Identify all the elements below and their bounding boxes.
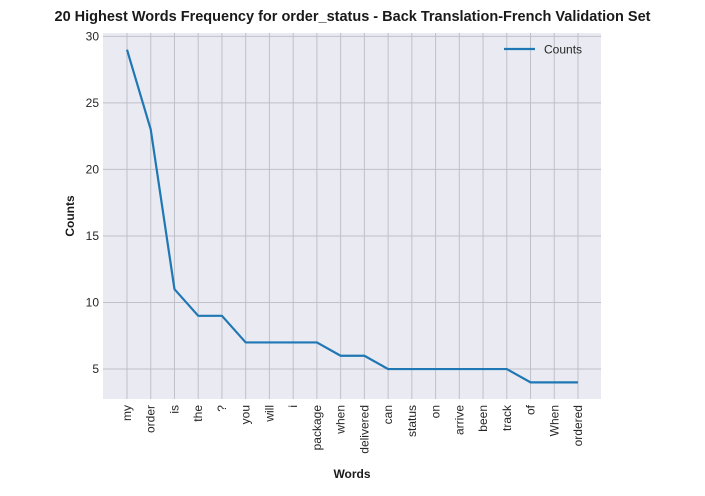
y-tick-label: 20 [86,162,100,176]
x-tick-label: delivered [357,405,371,454]
x-tick-label: package [310,405,324,451]
x-tick-label: When [547,405,561,436]
x-tick-label: i [286,405,300,408]
x-tick-label: is [167,405,181,414]
x-tick-label: been [476,405,490,432]
x-tick-label: ? [215,405,229,412]
y-axis-ticks: 5 10 15 20 25 30 [86,29,100,376]
chart-title: 20 Highest Words Frequency for order_sta… [55,9,651,25]
y-tick-label: 30 [86,29,100,43]
x-tick-label: on [429,405,443,418]
x-axis-label: Words [333,467,370,481]
x-tick-label: ordered [571,405,585,446]
x-tick-label: the [191,405,205,422]
x-tick-label: can [381,405,395,424]
x-tick-label: track [500,404,514,431]
x-tick-label: will [262,405,276,423]
y-tick-label: 25 [86,96,100,110]
x-tick-label: order [144,405,158,433]
y-tick-label: 15 [86,229,100,243]
x-tick-label: my [120,405,134,421]
x-tick-label: you [239,405,253,424]
plot-area [103,33,601,399]
x-tick-label: arrive [452,405,466,435]
x-tick-label: when [334,405,348,435]
y-axis-label: Counts [63,195,77,237]
legend-label: Counts [544,43,582,57]
x-tick-label: status [405,405,419,437]
y-tick-label: 10 [86,296,100,310]
y-tick-label: 5 [92,362,99,376]
x-tick-label: of [524,404,538,415]
